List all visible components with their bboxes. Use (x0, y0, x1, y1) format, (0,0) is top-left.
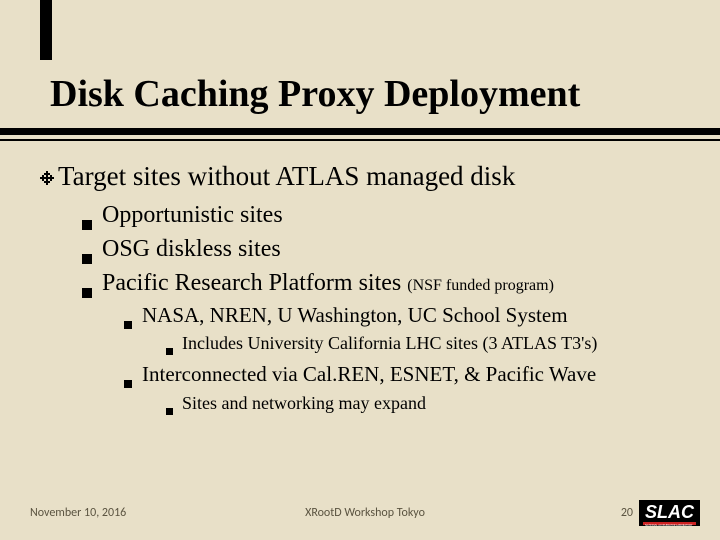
title-accent-bar (40, 0, 52, 60)
bullet-l2: OSG diskless sites (82, 234, 690, 264)
bullet-text: Interconnected via Cal.REN, ESNET, & Pac… (142, 361, 690, 387)
bullet-text: Pacific Research Platform sites (NSF fun… (102, 268, 690, 298)
content-area: Target sites without ATLAS managed disk … (40, 158, 690, 480)
bullet-l1: Target sites without ATLAS managed disk (40, 160, 690, 194)
rule-thick (0, 128, 720, 135)
square-bullet-icon (82, 276, 102, 306)
bullet-l4: Sites and networking may expand (166, 392, 690, 415)
bullet-main-text: Pacific Research Platform sites (102, 270, 407, 296)
slac-logo: SLAC NATIONAL ACCELERATOR LABORATORY (639, 500, 700, 526)
page-number: 20 (621, 506, 633, 520)
footer-right: 20 SLAC NATIONAL ACCELERATOR LABORATORY (621, 500, 700, 526)
bullet-text: Includes University California LHC sites… (182, 332, 690, 355)
square-bullet-icon (124, 309, 142, 335)
bullet-l3: NASA, NREN, U Washington, UC School Syst… (124, 302, 690, 328)
square-bullet-icon (166, 338, 182, 361)
rule-thin (0, 139, 720, 141)
square-bullet-icon (82, 242, 102, 272)
slide: Disk Caching Proxy Deployment Target sit… (0, 0, 720, 540)
bullet-l4: Includes University California LHC sites… (166, 332, 690, 355)
bullet-text: NASA, NREN, U Washington, UC School Syst… (142, 302, 690, 328)
bullet-note: (NSF funded program) (407, 277, 554, 294)
bullet-text: Target sites without ATLAS managed disk (58, 160, 690, 194)
bullet-text: OSG diskless sites (102, 234, 690, 264)
bullet-text: Opportunistic sites (102, 200, 690, 230)
slac-logo-text: SLAC (645, 502, 694, 522)
square-bullet-icon (82, 208, 102, 238)
footer: November 10, 2016 XRootD Workshop Tokyo … (30, 500, 700, 526)
bullet-l2: Pacific Research Platform sites (NSF fun… (82, 268, 690, 298)
footer-date: November 10, 2016 (30, 506, 126, 520)
square-bullet-icon (124, 368, 142, 394)
footer-center: XRootD Workshop Tokyo (305, 506, 425, 520)
slide-title: Disk Caching Proxy Deployment (50, 72, 700, 116)
square-bullet-icon (166, 398, 182, 421)
slac-logo-sub: NATIONAL ACCELERATOR LABORATORY (645, 524, 692, 527)
bullet-text: Sites and networking may expand (182, 392, 690, 415)
plus-bullet-icon (40, 160, 58, 194)
bullet-l3: Interconnected via Cal.REN, ESNET, & Pac… (124, 361, 690, 387)
bullet-l2: Opportunistic sites (82, 200, 690, 230)
